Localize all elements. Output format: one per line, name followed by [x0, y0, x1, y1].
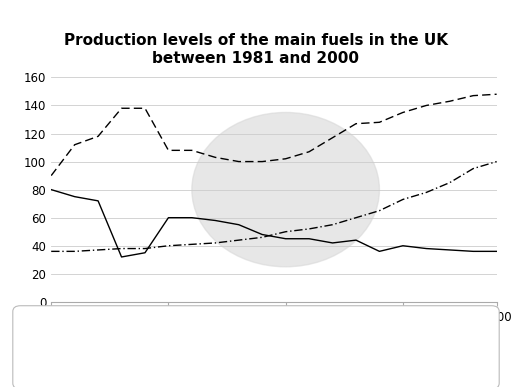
Ellipse shape [192, 113, 379, 267]
Text: Production levels of the main fuels in the UK
between 1981 and 2000: Production levels of the main fuels in t… [64, 33, 448, 66]
Text: Natural gas: Natural gas [365, 320, 434, 334]
Text: Petroleum: Petroleum [62, 320, 122, 334]
Text: Coal: Coal [243, 320, 269, 334]
